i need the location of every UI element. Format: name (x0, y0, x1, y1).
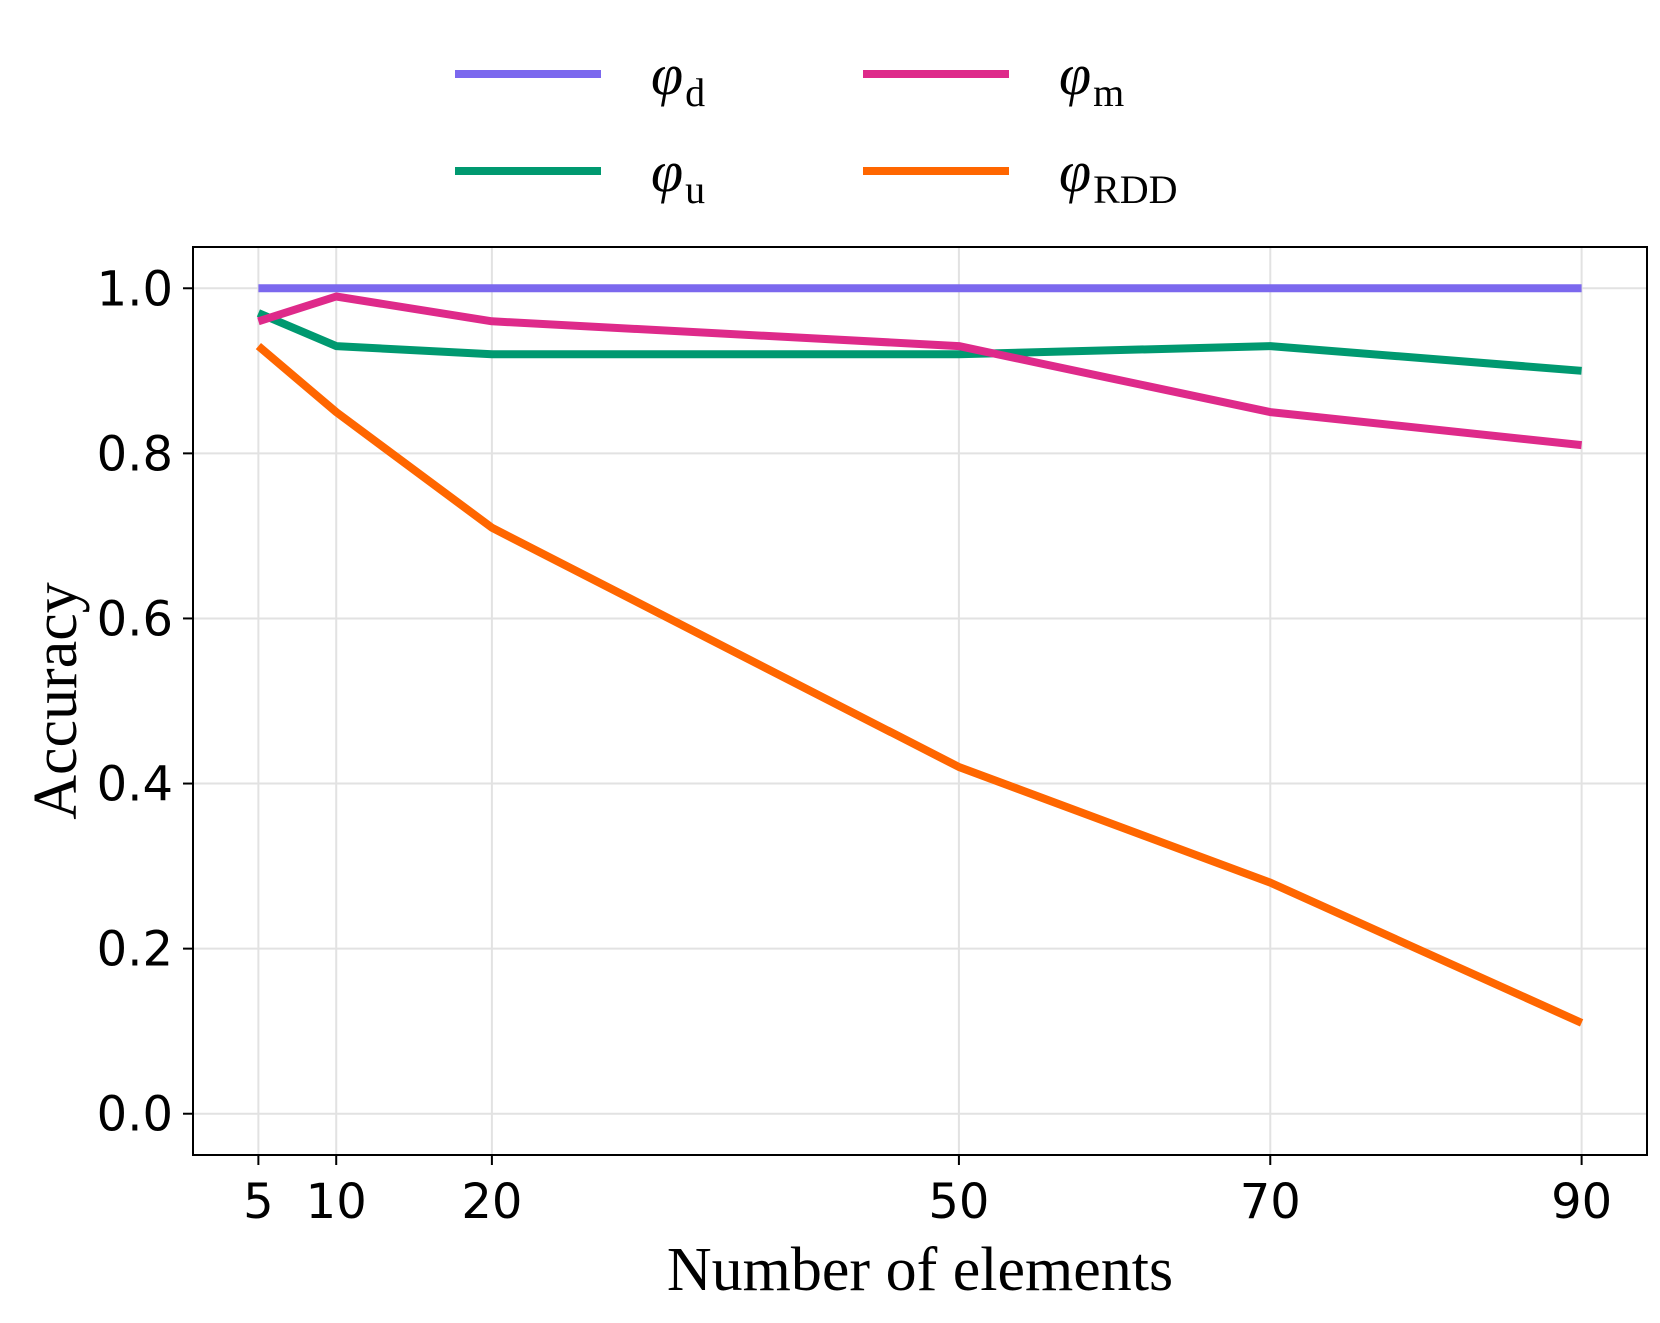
legend-item-phi-m: φm (863, 42, 1124, 115)
y-tick-label-0.6: 0.6 (97, 591, 173, 647)
x-tick-label-10: 10 (306, 1174, 367, 1230)
series-lines (255, 284, 1584, 1027)
y-tick-label-0.8: 0.8 (97, 426, 173, 482)
x-tick-label-50: 50 (928, 1174, 989, 1230)
x-axis-ticks: 5 10 20 50 70 90 (243, 1155, 1612, 1230)
series-line-phi-m (257, 292, 1583, 450)
legend-label-phi-m: φm (1059, 42, 1124, 115)
legend: φd φu φm φRDD (455, 42, 1178, 212)
legend-item-phi-rdd: φRDD (863, 139, 1178, 212)
series-line-phi-u (256, 309, 1582, 375)
series-line-phi-rdd (255, 343, 1584, 1027)
grid-lines (193, 247, 1647, 1155)
y-tick-label-0.0: 0.0 (97, 1087, 173, 1143)
y-tick-label-0.4: 0.4 (97, 757, 173, 813)
x-axis-title: Number of elements (667, 1236, 1173, 1304)
legend-label-phi-u: φu (651, 139, 705, 212)
legend-label-phi-rdd: φRDD (1059, 139, 1178, 212)
x-tick-label-90: 90 (1551, 1174, 1612, 1230)
y-axis-title: Accuracy (22, 582, 90, 820)
legend-item-phi-d: φd (455, 42, 705, 115)
x-tick-label-70: 70 (1240, 1174, 1301, 1230)
x-tick-label-20: 20 (461, 1174, 522, 1230)
legend-item-phi-u: φu (455, 139, 705, 212)
plot-frame (192, 246, 1648, 1156)
x-tick-label-5: 5 (243, 1174, 274, 1230)
y-tick-label-0.2: 0.2 (97, 922, 173, 978)
legend-label-phi-d: φd (651, 42, 705, 115)
y-tick-label-1.0: 1.0 (97, 261, 173, 317)
y-axis-ticks: 0.0 0.2 0.4 0.6 0.8 1.0 (97, 261, 193, 1143)
